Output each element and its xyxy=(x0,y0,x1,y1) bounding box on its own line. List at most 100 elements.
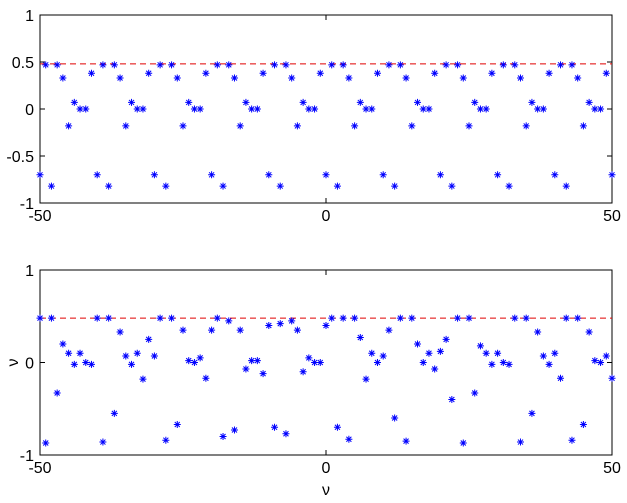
marker xyxy=(574,314,582,322)
marker xyxy=(236,122,244,130)
marker xyxy=(282,430,290,438)
marker xyxy=(276,182,284,190)
y-tick-label: 1 xyxy=(25,8,34,25)
marker xyxy=(476,342,484,350)
marker xyxy=(379,352,387,360)
marker xyxy=(213,61,221,69)
marker xyxy=(311,105,319,113)
marker xyxy=(87,360,95,368)
marker xyxy=(202,374,210,382)
marker xyxy=(333,182,341,190)
marker xyxy=(87,69,95,77)
marker xyxy=(93,171,101,179)
marker xyxy=(602,69,610,77)
marker xyxy=(53,61,61,69)
marker xyxy=(150,352,158,360)
marker xyxy=(436,347,444,355)
marker xyxy=(248,105,256,113)
marker xyxy=(168,314,176,322)
marker xyxy=(345,435,353,443)
marker xyxy=(362,105,370,113)
marker xyxy=(236,326,244,334)
marker xyxy=(47,182,55,190)
marker xyxy=(391,414,399,422)
marker xyxy=(465,314,473,322)
marker xyxy=(105,314,113,322)
marker xyxy=(499,61,507,69)
marker xyxy=(516,438,524,446)
marker xyxy=(448,182,456,190)
marker xyxy=(65,122,73,130)
marker xyxy=(190,105,198,113)
marker xyxy=(133,349,141,357)
marker xyxy=(293,326,301,334)
marker xyxy=(328,314,336,322)
marker xyxy=(396,314,404,322)
marker xyxy=(76,349,84,357)
marker xyxy=(139,105,147,113)
marker xyxy=(173,74,181,82)
marker xyxy=(76,105,84,113)
marker xyxy=(265,171,273,179)
marker xyxy=(579,122,587,130)
marker xyxy=(545,360,553,368)
x-tick-label: 50 xyxy=(603,460,621,477)
marker xyxy=(373,69,381,77)
marker xyxy=(253,357,261,365)
marker xyxy=(482,105,490,113)
marker xyxy=(414,340,422,348)
marker xyxy=(82,359,90,366)
marker xyxy=(562,314,570,322)
marker xyxy=(179,326,187,334)
marker xyxy=(133,105,141,113)
y-tick-label: 0.5 xyxy=(12,55,34,72)
marker xyxy=(70,98,78,106)
marker xyxy=(534,328,542,336)
marker xyxy=(431,69,439,77)
marker xyxy=(568,61,576,69)
marker xyxy=(442,335,450,343)
x-tick-label: -50 xyxy=(28,460,51,477)
marker xyxy=(356,98,364,106)
marker xyxy=(516,74,524,82)
marker xyxy=(505,182,513,190)
marker xyxy=(162,436,170,444)
marker xyxy=(539,105,547,113)
marker xyxy=(253,105,261,113)
marker xyxy=(511,61,519,69)
marker xyxy=(59,340,67,348)
marker xyxy=(471,389,479,397)
marker xyxy=(494,349,502,357)
x-tick-label: -50 xyxy=(28,208,51,225)
marker xyxy=(602,352,610,360)
marker xyxy=(448,396,456,403)
marker xyxy=(65,349,73,357)
marker xyxy=(591,105,599,113)
marker xyxy=(391,182,399,190)
marker xyxy=(488,360,496,368)
marker xyxy=(196,105,204,113)
marker xyxy=(53,389,61,397)
marker xyxy=(385,326,393,334)
marker xyxy=(99,61,107,69)
marker xyxy=(465,122,473,130)
marker xyxy=(128,98,136,106)
marker xyxy=(219,182,227,190)
marker xyxy=(311,359,319,366)
marker xyxy=(99,438,107,446)
marker xyxy=(419,359,427,366)
marker xyxy=(59,74,67,82)
marker xyxy=(356,334,364,342)
marker xyxy=(396,61,404,69)
marker xyxy=(597,105,605,113)
marker xyxy=(476,105,484,113)
marker xyxy=(122,352,130,360)
marker xyxy=(402,437,410,445)
y-tick-label: 0 xyxy=(25,356,34,373)
marker xyxy=(299,368,307,376)
marker xyxy=(219,433,227,440)
marker xyxy=(150,171,158,179)
marker xyxy=(351,122,359,130)
marker xyxy=(305,354,313,362)
marker xyxy=(179,122,187,130)
